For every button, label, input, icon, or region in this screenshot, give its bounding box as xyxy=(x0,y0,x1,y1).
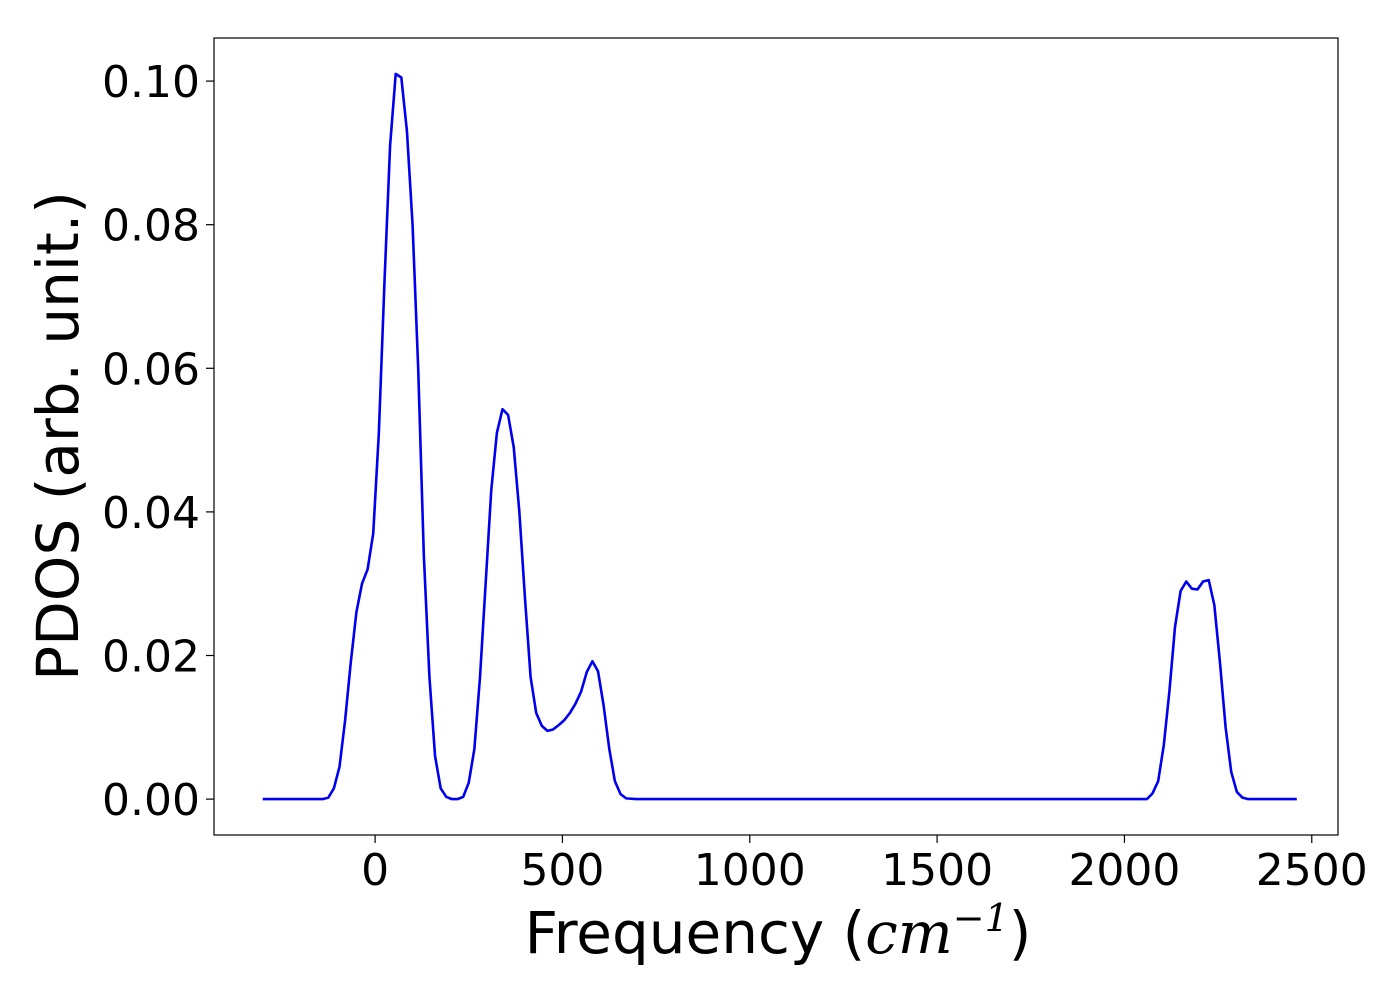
pdos-series-line xyxy=(262,72,1297,801)
x-tick-label: 2000 xyxy=(1068,845,1180,896)
x-tick-label: 1000 xyxy=(694,845,806,896)
x-tick-label: 500 xyxy=(520,845,604,896)
x-axis: 0 500 1000 1500 2000 2500 xyxy=(361,835,1368,896)
plot-area xyxy=(213,37,1339,836)
y-tick-label: 0.10 xyxy=(102,57,200,108)
y-axis-label: PDOS (arb. unit.) xyxy=(24,191,92,681)
y-axis: 0.00 0.02 0.04 0.06 0.08 0.10 xyxy=(102,57,214,826)
y-tick-label: 0.00 xyxy=(102,775,200,826)
y-tick-label: 0.02 xyxy=(102,631,200,682)
y-tick-label: 0.06 xyxy=(102,344,200,395)
plot-frame xyxy=(213,37,1339,836)
y-tick-label: 0.04 xyxy=(102,488,200,539)
x-axis-label: Frequency (cm−1) xyxy=(525,896,1032,967)
x-tick-label: 0 xyxy=(361,845,389,896)
x-tick-label: 1500 xyxy=(881,845,993,896)
y-tick-label: 0.08 xyxy=(102,201,200,252)
x-tick-label: 2500 xyxy=(1256,845,1368,896)
